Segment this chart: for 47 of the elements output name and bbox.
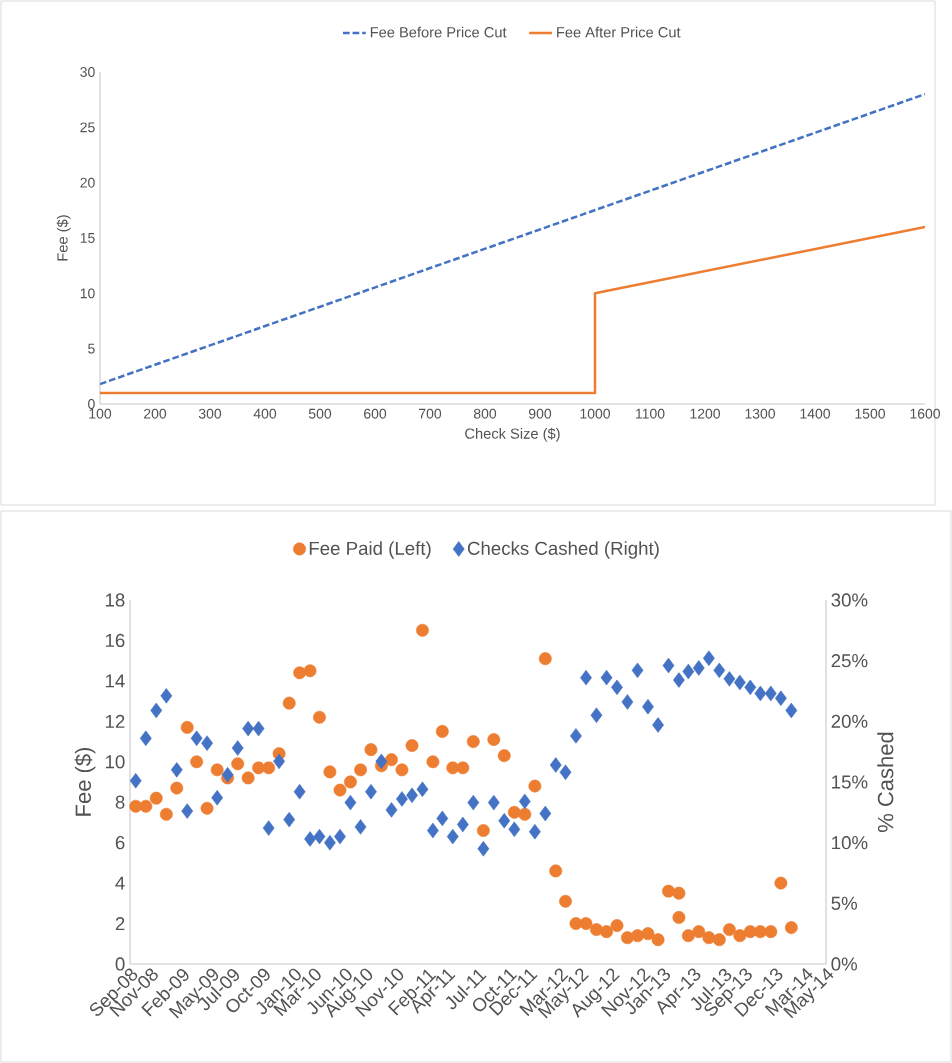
y2-tick-label: 15%	[832, 775, 868, 789]
y-tick-label: 0	[88, 399, 95, 409]
x-tick-label: 1500	[855, 408, 886, 419]
y-tick-label: 10	[80, 288, 95, 299]
x-tick-label: 200	[144, 408, 167, 419]
y2-tick-label: 5%	[831, 896, 858, 910]
y-tick-label: 14	[105, 674, 125, 688]
y2-tick-label: 25%	[831, 654, 868, 668]
x-tick-label: 1400	[800, 408, 831, 419]
y-tick-label: 4	[115, 876, 125, 890]
legend-label: Fee Before Price Cut	[370, 26, 507, 38]
y-tick-label: 25	[80, 122, 95, 133]
legend-label: Fee Paid (Left)	[309, 541, 431, 559]
y-tick-label: 10	[105, 755, 125, 769]
x-axis-title: Check Size ($)	[465, 427, 560, 442]
y2-tick-label: 10%	[832, 836, 868, 850]
y-axis-title: Fee ($)	[74, 747, 96, 816]
legend-label: Checks Cashed (Right)	[467, 541, 659, 559]
x-tick-label: 1100	[636, 408, 665, 419]
x-tick-label: 700	[419, 408, 442, 419]
x-tick-label: 400	[253, 408, 277, 419]
x-tick-label: 300	[198, 408, 222, 419]
legend-label: Fee After Price Cut	[557, 26, 681, 38]
y-tick-label: 8	[115, 795, 125, 809]
y-tick-label: 16	[105, 633, 125, 648]
y2-tick-label: 30%	[831, 593, 868, 607]
x-tick-label: 500	[308, 408, 332, 419]
y-tick-label: 12	[105, 714, 125, 728]
y2-tick-label: 20%	[831, 714, 868, 728]
x-tick-label: 1600	[910, 408, 941, 419]
y-tick-label: 30	[80, 67, 95, 77]
y-tick-label: 18	[105, 593, 125, 607]
y-tick-label: 2	[115, 917, 125, 931]
x-tick-label: 800	[473, 408, 497, 419]
y2-axis-title: % Cashed	[877, 732, 894, 832]
y2-tick-label: 0%	[831, 957, 858, 971]
x-tick-label: 600	[364, 408, 387, 419]
x-tick-label: 100	[89, 408, 112, 419]
y-tick-label: 20	[80, 177, 95, 188]
y-tick-label: 5	[88, 343, 95, 354]
y-axis-title: Fee ($)	[56, 215, 71, 261]
x-tick-label: 1300	[745, 408, 776, 419]
x-tick-label: 1200	[690, 408, 721, 419]
x-tick-label: 1000	[580, 408, 611, 419]
y-tick-label: 15	[80, 233, 95, 243]
y-tick-label: 6	[115, 836, 125, 850]
x-tick-label: 900	[528, 408, 552, 419]
